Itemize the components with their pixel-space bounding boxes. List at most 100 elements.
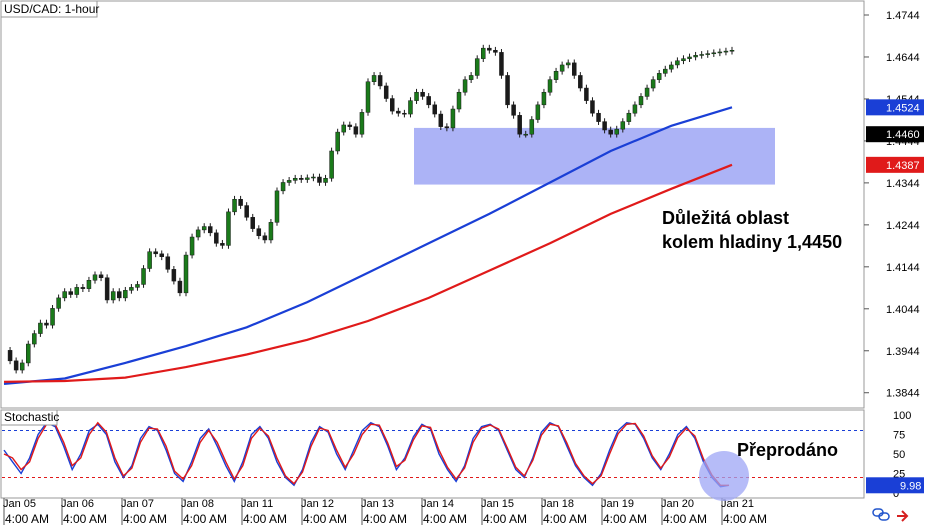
candle-body: [129, 287, 134, 291]
arrow-right-icon[interactable]: [897, 510, 909, 522]
candle-body: [195, 229, 201, 238]
candle-body: [104, 277, 110, 301]
candle-body: [244, 205, 249, 218]
candle-body: [135, 284, 140, 288]
candle-body: [208, 226, 213, 234]
candle-body: [50, 308, 55, 326]
stochastic-title: Stochastic: [4, 410, 59, 424]
candle-body: [596, 112, 601, 122]
x-tick-label: Jan 15: [481, 498, 514, 510]
candle-body: [602, 121, 607, 131]
candle-body: [438, 113, 444, 127]
candle-body: [426, 96, 431, 106]
x-tick-label: Jan 12: [301, 498, 334, 510]
stochastic-d-line: [3, 421, 729, 486]
stochastic-tick-label: 50: [893, 449, 905, 461]
candle-body: [80, 287, 86, 289]
candle-body: [159, 253, 164, 258]
x-time-label: 4:00 AM: [363, 512, 407, 525]
candle-body: [669, 64, 674, 70]
candle-body: [553, 70, 559, 80]
candle-body: [608, 129, 613, 135]
candle-body: [547, 79, 553, 93]
candle-body: [468, 75, 474, 80]
candle-body: [32, 333, 37, 345]
y-tick-label: 1.3844: [886, 388, 920, 400]
stochastic-value: 9.98: [900, 480, 921, 492]
candle-body: [183, 254, 189, 294]
x-time-label: 4:00 AM: [183, 512, 227, 525]
candle-body: [572, 62, 577, 76]
candle-body: [153, 251, 158, 255]
candle-body: [578, 75, 583, 89]
candle-body: [274, 190, 280, 223]
candle-body: [638, 96, 644, 106]
candle-body: [256, 228, 262, 237]
stochastic-tick-label: 0: [893, 488, 899, 500]
candle-body: [499, 52, 504, 76]
candle-body: [280, 182, 286, 192]
candle-body: [541, 91, 547, 106]
candle-body: [92, 274, 98, 281]
candle-body: [110, 291, 116, 301]
candle-body: [311, 176, 316, 179]
x-tick-label: Jan 21: [721, 498, 754, 510]
candle-body: [614, 128, 619, 135]
candle-body: [323, 178, 328, 183]
y-tick-label: 1.4144: [886, 262, 920, 274]
candle-body: [26, 343, 31, 364]
price-panel: [0, 0, 865, 409]
candle-body: [711, 52, 717, 55]
candle-body: [705, 53, 710, 55]
x-tick-label: Jan 13: [361, 498, 394, 510]
x-time-label: 4:00 AM: [723, 512, 767, 525]
candle-body: [226, 211, 231, 246]
support-resistance-zone: [414, 127, 775, 185]
candle-body: [432, 104, 437, 115]
candle-body: [214, 232, 219, 244]
candle-body: [644, 87, 650, 97]
candle-body: [74, 287, 80, 295]
candle-body: [517, 115, 522, 135]
candle-body: [414, 91, 419, 101]
candle-body: [317, 176, 322, 183]
x-tick-label: Jan 06: [61, 498, 94, 510]
candle-body: [68, 291, 73, 295]
candle-body: [620, 121, 626, 130]
y-tick-label: 1.3944: [886, 346, 920, 358]
candle-body: [681, 58, 686, 62]
candle-body: [377, 75, 383, 87]
candle-body: [420, 91, 425, 97]
candle-body: [408, 100, 413, 115]
candle-body: [487, 47, 492, 51]
x-time-label: 4:00 AM: [63, 512, 107, 525]
candle-body: [626, 112, 632, 122]
x-time-label: 4:00 AM: [123, 512, 167, 525]
candle-body: [402, 112, 407, 115]
candle-body: [359, 112, 365, 135]
candle-body: [189, 236, 195, 256]
candle-body: [693, 55, 698, 58]
candle-body: [632, 104, 638, 114]
candle-body: [353, 126, 359, 135]
candle-body: [559, 64, 565, 72]
candle-body: [523, 133, 528, 136]
annotation-line-1: Důležitá oblast: [662, 208, 789, 228]
candle-body: [62, 291, 67, 299]
candle-body: [481, 47, 486, 59]
candle-body: [365, 81, 371, 113]
candle-body: [347, 124, 353, 127]
candle-body: [383, 85, 389, 99]
candle-body: [590, 100, 595, 114]
candle-body: [38, 322, 43, 334]
candle-body: [268, 222, 274, 241]
candle-body: [171, 269, 177, 282]
price-label: 1.4524: [886, 102, 920, 114]
candle-body: [723, 50, 729, 53]
candle-body: [341, 124, 346, 133]
candle-body: [44, 322, 49, 326]
link-icon[interactable]: [872, 508, 890, 521]
candle-body: [456, 91, 462, 110]
candle-body: [305, 177, 310, 180]
annotation-line-2: kolem hladiny 1,4450: [662, 232, 842, 252]
